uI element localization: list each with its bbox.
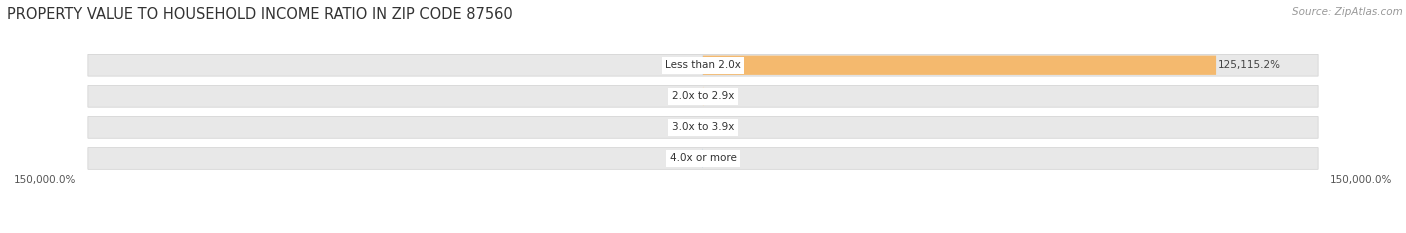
Text: 150,000.0%: 150,000.0% [14, 175, 76, 185]
FancyBboxPatch shape [87, 147, 1319, 169]
Text: 3.0x to 3.9x: 3.0x to 3.9x [672, 122, 734, 132]
Text: 0.0%: 0.0% [704, 154, 731, 163]
Text: Source: ZipAtlas.com: Source: ZipAtlas.com [1292, 7, 1403, 17]
Text: Less than 2.0x: Less than 2.0x [665, 60, 741, 70]
FancyBboxPatch shape [87, 54, 1319, 76]
FancyBboxPatch shape [703, 56, 1216, 75]
Text: 55.9%: 55.9% [668, 60, 702, 70]
Legend: Without Mortgage, With Mortgage: Without Mortgage, With Mortgage [593, 231, 813, 233]
Text: 4.0x or more: 4.0x or more [669, 154, 737, 163]
Text: 0.0%: 0.0% [704, 122, 731, 132]
FancyBboxPatch shape [87, 86, 1319, 107]
Text: 2.1%: 2.1% [675, 91, 702, 101]
Text: 40.3%: 40.3% [668, 154, 702, 163]
Text: 125,115.2%: 125,115.2% [1218, 60, 1281, 70]
Text: 150,000.0%: 150,000.0% [1330, 175, 1392, 185]
Text: 87.3%: 87.3% [706, 91, 738, 101]
Text: PROPERTY VALUE TO HOUSEHOLD INCOME RATIO IN ZIP CODE 87560: PROPERTY VALUE TO HOUSEHOLD INCOME RATIO… [7, 7, 513, 22]
FancyBboxPatch shape [87, 116, 1319, 138]
Text: 1.8%: 1.8% [675, 122, 702, 132]
Text: 2.0x to 2.9x: 2.0x to 2.9x [672, 91, 734, 101]
